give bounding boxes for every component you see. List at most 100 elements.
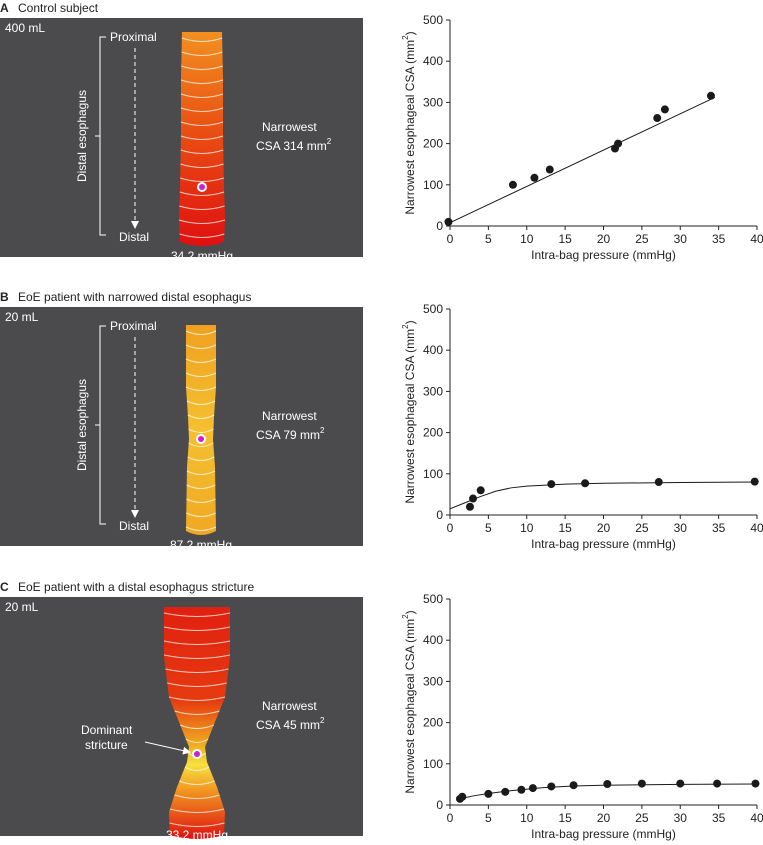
region-label: Distal esophagus xyxy=(75,379,89,471)
y-tick-label: 200 xyxy=(423,426,443,440)
y-tick-label: 0 xyxy=(436,508,443,522)
annotation-line: Dominant xyxy=(81,723,133,737)
y-tick-label: 100 xyxy=(423,467,443,481)
data-point xyxy=(676,779,685,788)
data-point xyxy=(750,477,759,486)
data-point xyxy=(469,494,478,503)
ring xyxy=(181,37,223,42)
volume-label: 20 mL xyxy=(5,600,39,614)
narrowest-label: Narrowest xyxy=(262,120,317,134)
ring xyxy=(180,149,224,154)
x-tick-label: 10 xyxy=(520,521,534,535)
data-point xyxy=(517,785,526,794)
distal-label: Distal xyxy=(119,230,149,244)
fit-line xyxy=(457,783,758,800)
ring xyxy=(186,498,216,503)
ring xyxy=(181,51,223,56)
x-tick-label: 25 xyxy=(635,521,649,535)
data-point xyxy=(545,165,554,174)
y-tick-label: 0 xyxy=(436,219,443,233)
x-axis-label: Intra-bag pressure (mmHg) xyxy=(531,537,676,551)
y-label-text: Narrowest esophageal CSA (mm xyxy=(403,329,417,504)
proximal-label: Proximal xyxy=(110,30,157,44)
narrowest-label: Narrowest xyxy=(262,409,317,423)
data-point xyxy=(465,502,474,511)
panel-label: B xyxy=(0,290,9,304)
ring xyxy=(179,780,215,785)
ring xyxy=(180,724,214,729)
ring xyxy=(165,668,229,673)
ring xyxy=(179,205,225,210)
data-point xyxy=(751,779,760,788)
ring xyxy=(185,330,217,335)
y-label-end: ) xyxy=(403,610,417,614)
ring xyxy=(180,163,224,168)
x-tick-label: 20 xyxy=(597,521,611,535)
region-label: Distal esophagus xyxy=(75,90,89,182)
ring xyxy=(181,65,223,70)
y-label-text: Narrowest esophageal CSA (mm xyxy=(403,619,417,794)
y-tick-label: 400 xyxy=(423,633,443,647)
ring xyxy=(185,526,217,531)
data-point xyxy=(706,91,715,100)
pressure-label: 87.2 mmHg xyxy=(170,538,232,552)
y-tick-label: 100 xyxy=(423,178,443,192)
csa-sup: 2 xyxy=(320,716,325,725)
data-point xyxy=(569,781,578,790)
volume-label: 400 mL xyxy=(5,21,45,35)
y-tick-label: 100 xyxy=(423,757,443,771)
esophagus xyxy=(186,325,216,535)
y-tick-label: 300 xyxy=(423,674,443,688)
y-axis-label: Narrowest esophageal CSA (mm2) xyxy=(401,610,417,793)
ring xyxy=(187,414,215,419)
ring xyxy=(179,191,225,196)
data-point xyxy=(660,105,669,114)
data-point xyxy=(653,114,662,123)
y-tick-label: 500 xyxy=(423,13,443,27)
data-point xyxy=(508,180,517,189)
ring xyxy=(163,612,231,617)
annotation-line: stricture xyxy=(85,738,128,752)
data-point xyxy=(458,792,467,801)
csa-text: CSA 79 mm xyxy=(256,428,320,442)
csa-sup: 2 xyxy=(320,426,325,435)
y-tick-label: 200 xyxy=(423,137,443,151)
ring xyxy=(174,710,220,715)
ring xyxy=(185,358,217,363)
x-tick-label: 10 xyxy=(520,811,534,825)
ring xyxy=(180,79,224,84)
x-tick-label: 35 xyxy=(712,232,726,246)
y-tick-label: 400 xyxy=(423,343,443,357)
y-tick-label: 500 xyxy=(423,592,443,606)
ring xyxy=(178,219,226,224)
ring xyxy=(187,456,215,461)
x-tick-label: 0 xyxy=(447,811,454,825)
data-point xyxy=(603,779,612,788)
volume-label: 20 mL xyxy=(5,310,39,324)
x-tick-label: 40 xyxy=(750,521,763,535)
pressure-label: 34.2 mmHg xyxy=(171,249,233,263)
narrowest-marker-core xyxy=(194,751,200,757)
ring xyxy=(188,428,214,433)
pressure-label: 33.2 mmHg xyxy=(166,828,228,842)
ring xyxy=(185,344,217,349)
x-tick-label: 20 xyxy=(597,232,611,246)
x-tick-label: 0 xyxy=(447,521,454,535)
fit-line xyxy=(449,97,716,224)
y-label-sup: 2 xyxy=(401,324,410,329)
y-label-sup: 2 xyxy=(401,35,410,40)
y-tick-label: 300 xyxy=(423,95,443,109)
data-point xyxy=(528,784,537,793)
data-point xyxy=(713,779,722,788)
ring xyxy=(186,512,216,517)
proximal-label: Proximal xyxy=(110,319,157,333)
x-tick-label: 15 xyxy=(558,811,572,825)
x-tick-label: 10 xyxy=(520,232,534,246)
data-point xyxy=(476,486,485,495)
y-tick-label: 500 xyxy=(423,302,443,316)
x-tick-label: 5 xyxy=(485,232,492,246)
data-point xyxy=(637,779,646,788)
x-tick-label: 5 xyxy=(485,521,492,535)
distal-label: Distal xyxy=(119,519,149,533)
